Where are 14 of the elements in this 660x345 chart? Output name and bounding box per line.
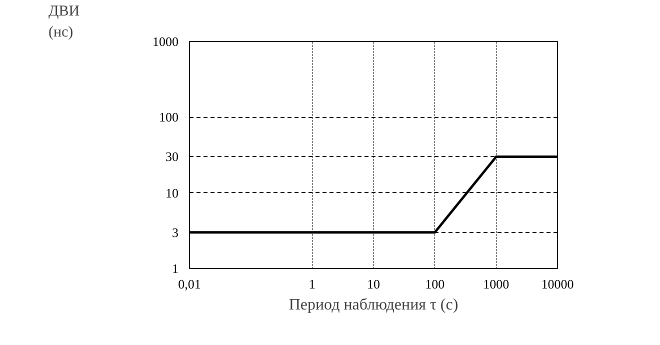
y-tick-label: 1	[172, 261, 178, 276]
x-tick-label: 100	[425, 276, 445, 292]
x-tick-label: 0,01	[178, 276, 201, 292]
y-tick-label: 1000	[152, 34, 178, 49]
y-tick-label: 100	[159, 110, 178, 125]
x-axis-title: Период наблюдения τ (с)	[288, 296, 458, 314]
y-axis-title: ДВИ (нс)	[48, 4, 80, 40]
x-tick-label: 1	[308, 276, 316, 292]
x-tick-label: 10000	[541, 276, 574, 292]
y-tick-label: 3	[172, 224, 178, 240]
x-tick-label: 1000	[483, 276, 510, 292]
y-tick-label: 30	[166, 149, 178, 164]
x-tick-label: 10	[367, 276, 380, 292]
y-tick-label: 10	[166, 185, 178, 200]
